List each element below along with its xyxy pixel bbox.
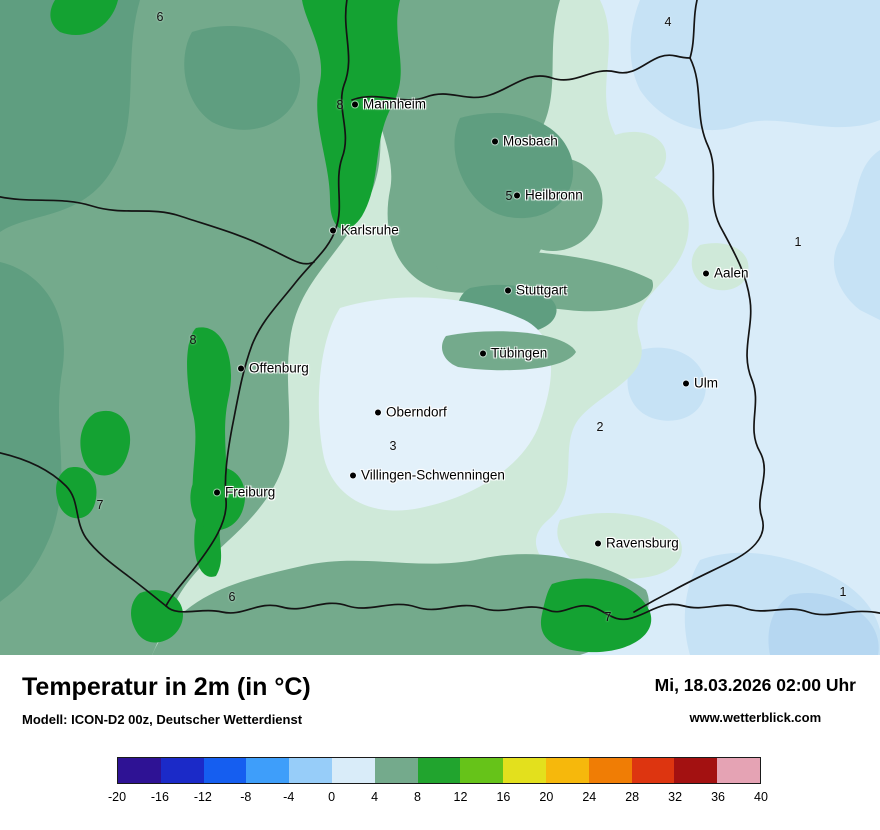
- map-svg: [0, 0, 880, 655]
- temperature-value: 7: [96, 498, 104, 512]
- colorbar-wrap: -20 -16 -12 -8 -4 0 4 8 12 16 20 24 28 32 36 40: [108, 757, 768, 810]
- temperature-value: 5: [505, 189, 513, 203]
- temperature-value: 8: [189, 333, 197, 347]
- city-label: Freiburg: [225, 484, 276, 500]
- map-overlays: Mannheim Mosbach Heilbronn Karlsruhe Aalen St…: [96, 10, 847, 624]
- city-label: Villingen-Schwenningen: [361, 467, 505, 483]
- city-label: Stuttgart: [516, 282, 568, 298]
- city-marker: Stuttgart: [505, 283, 567, 298]
- city-dot: [683, 380, 689, 386]
- colorbar-segment: [588, 758, 632, 783]
- city-dot: [330, 227, 336, 233]
- colorbar-tick: 12: [453, 790, 468, 804]
- city-marker: Freiburg: [214, 485, 275, 500]
- city-marker: Villingen-Schwenningen: [350, 468, 505, 483]
- temperature-value: 6: [228, 590, 236, 604]
- colorbar-segment: [374, 758, 418, 783]
- city-label: Ulm: [694, 375, 718, 391]
- border-lines: [0, 0, 880, 621]
- colorbar-segment: [203, 758, 247, 783]
- colorbar-segment: [717, 758, 760, 783]
- city-label: Tübingen: [491, 345, 548, 361]
- temperature-colorbar: [117, 757, 761, 784]
- valid-datetime: Mi, 18.03.2026 02:00 Uhr: [654, 675, 856, 695]
- model-info: Modell: ICON-D2 00z, Deutscher Wetterdie…: [22, 712, 303, 727]
- city-marker: Oberndorf: [375, 405, 447, 420]
- temperature-value: 4: [664, 15, 672, 29]
- temperature-value: 1: [794, 235, 802, 249]
- colorbar-tick: 40: [754, 790, 768, 804]
- city-dot: [238, 365, 244, 371]
- colorbar-tick: -16: [150, 790, 169, 804]
- colorbar-tick: 0: [328, 790, 336, 804]
- city-dot: [514, 192, 520, 198]
- colorbar-tick: 32: [668, 790, 683, 804]
- colorbar-tick: -4: [283, 790, 295, 804]
- colorbar-segment: [460, 758, 504, 783]
- colorbar-segment: [674, 758, 718, 783]
- city-label: Offenburg: [249, 360, 309, 376]
- city-label: Ravensburg: [606, 535, 679, 551]
- city-marker: Mannheim: [352, 97, 426, 112]
- colorbar-segment: [118, 758, 161, 783]
- city-dot: [480, 350, 486, 356]
- colorbar-tick: -20: [107, 790, 127, 804]
- city-marker: Offenburg: [238, 361, 309, 376]
- city-dot: [375, 409, 381, 415]
- temperature-map: Mannheim Mosbach Heilbronn Karlsruhe Aalen St…: [0, 0, 880, 655]
- city-marker: Tübingen: [480, 346, 547, 361]
- website-url: www.wetterblick.com: [689, 710, 822, 725]
- temperature-value: 3: [389, 439, 397, 453]
- city-dot: [505, 287, 511, 293]
- colorbar-segment: [631, 758, 675, 783]
- city-label: Heilbronn: [525, 187, 583, 203]
- city-dot: [350, 472, 356, 478]
- colorbar-tick: 16: [496, 790, 511, 804]
- city-label: Mannheim: [363, 96, 427, 112]
- colorbar-tick: -8: [240, 790, 252, 804]
- colorbar-tick: 28: [625, 790, 640, 804]
- city-dot: [214, 489, 220, 495]
- legend-panel: Temperatur in 2m (in °C) Modell: ICON-D2…: [0, 655, 880, 830]
- temperature-value: 2: [596, 420, 604, 434]
- city-label: Aalen: [714, 265, 749, 281]
- colorbar-tick-labels: -20 -16 -12 -8 -4 0 4 8 12 16 20 24 28 32 36 40: [108, 790, 768, 810]
- colorbar-segment: [331, 758, 375, 783]
- city-marker: Mosbach: [492, 134, 558, 149]
- city-dot: [492, 138, 498, 144]
- colorbar-tick: -12: [193, 790, 212, 804]
- city-dot: [352, 101, 358, 107]
- city-marker: Aalen: [703, 266, 749, 281]
- colorbar-segment: [289, 758, 332, 783]
- colorbar-tick: 36: [711, 790, 726, 804]
- colorbar-tick: 20: [539, 790, 554, 804]
- city-label: Mosbach: [503, 133, 558, 149]
- city-marker: Ravensburg: [595, 536, 679, 551]
- city-label: Karlsruhe: [341, 222, 399, 238]
- colorbar-tick: 8: [414, 790, 422, 804]
- temperature-value: 1: [839, 585, 847, 599]
- colorbar-tick: 4: [371, 790, 379, 804]
- colorbar-tick: 24: [582, 790, 597, 804]
- city-marker: Ulm: [683, 376, 718, 391]
- city-marker: Heilbronn: [514, 188, 583, 203]
- temperature-value: 8: [336, 98, 344, 112]
- city-marker: Karlsruhe: [330, 223, 399, 238]
- colorbar-segment: [503, 758, 546, 783]
- temperature-value: 7: [604, 610, 612, 624]
- colorbar-segment: [246, 758, 290, 783]
- temperature-value: 6: [156, 10, 164, 24]
- city-dot: [595, 540, 601, 546]
- datetime-block: Mi, 18.03.2026 02:00 Uhr www.wetterblick…: [655, 675, 856, 725]
- city-label: Oberndorf: [386, 404, 447, 420]
- map-title: Temperatur in 2m (in °C): [22, 673, 311, 701]
- city-dot: [703, 270, 709, 276]
- colorbar-segment: [160, 758, 204, 783]
- colorbar-segment: [417, 758, 461, 783]
- colorbar-segment: [545, 758, 589, 783]
